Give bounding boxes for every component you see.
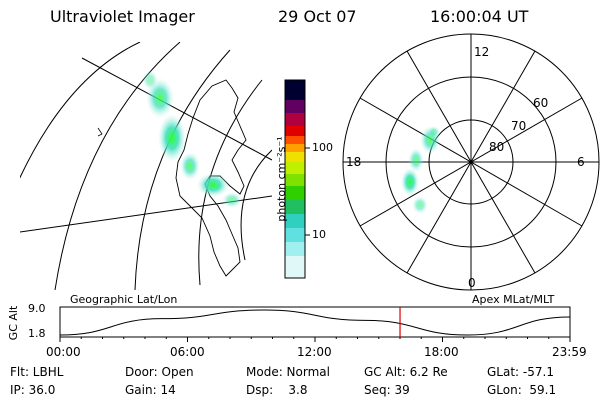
info-mode: Mode: Normal bbox=[246, 365, 330, 379]
colorbar-unit-label: photon cm⁻²s⁻¹ bbox=[275, 136, 288, 222]
info-glon: GLon: 59.1 bbox=[487, 383, 557, 397]
info-gc-alt: GC Alt: 6.2 Re bbox=[364, 365, 448, 379]
mlt-label-12: 12 bbox=[474, 45, 490, 59]
timeline-ylabel: GC Alt bbox=[7, 305, 20, 341]
timeline-xtick-2359: 23:59 bbox=[552, 345, 587, 359]
mlt-label-0: 0 bbox=[468, 276, 476, 290]
lat-label-80: 80 bbox=[489, 140, 505, 154]
timeline-ytick-1: 1.8 bbox=[28, 327, 46, 340]
timeline-xtick-1200: 12:00 bbox=[297, 345, 332, 359]
colorbar-tick-100: 100 bbox=[312, 141, 333, 154]
timeline-ytick-9: 9.0 bbox=[28, 302, 46, 315]
lat-label-70: 70 bbox=[511, 119, 527, 133]
colorbar bbox=[284, 79, 310, 279]
instrument-title: Ultraviolet Imager bbox=[50, 7, 195, 26]
lat-label-60: 60 bbox=[533, 96, 549, 110]
colorbar-tick-10: 10 bbox=[312, 228, 326, 241]
info-dsp: Dsp: 3.8 bbox=[246, 383, 308, 397]
mlt-label-18: 18 bbox=[346, 155, 362, 169]
timeline-xtick-0600: 06:00 bbox=[170, 345, 205, 359]
info-ip: IP: 36.0 bbox=[10, 383, 56, 397]
mlt-label-6: 6 bbox=[577, 155, 585, 169]
time-label: 16:00:04 UT bbox=[430, 7, 529, 26]
geographic-map bbox=[20, 42, 272, 290]
info-glat: GLat: -57.1 bbox=[487, 365, 554, 379]
polar-plot bbox=[342, 33, 600, 291]
info-flt: Flt: LBHL bbox=[10, 365, 64, 379]
date-label: 29 Oct 07 bbox=[278, 7, 357, 26]
info-gain: Gain: 14 bbox=[125, 383, 176, 397]
geo-panel-label: Geographic Lat/Lon bbox=[70, 293, 178, 306]
orbit-altitude-line bbox=[59, 309, 571, 336]
coastline bbox=[175, 79, 247, 277]
timeline-xtick-1800: 18:00 bbox=[424, 345, 459, 359]
info-door: Door: Open bbox=[125, 365, 194, 379]
timeline-panel bbox=[59, 306, 571, 342]
apex-panel-label: Apex MLat/MLT bbox=[472, 293, 555, 306]
info-seq: Seq: 39 bbox=[364, 383, 410, 397]
timeline-xtick-0000: 00:00 bbox=[46, 345, 81, 359]
